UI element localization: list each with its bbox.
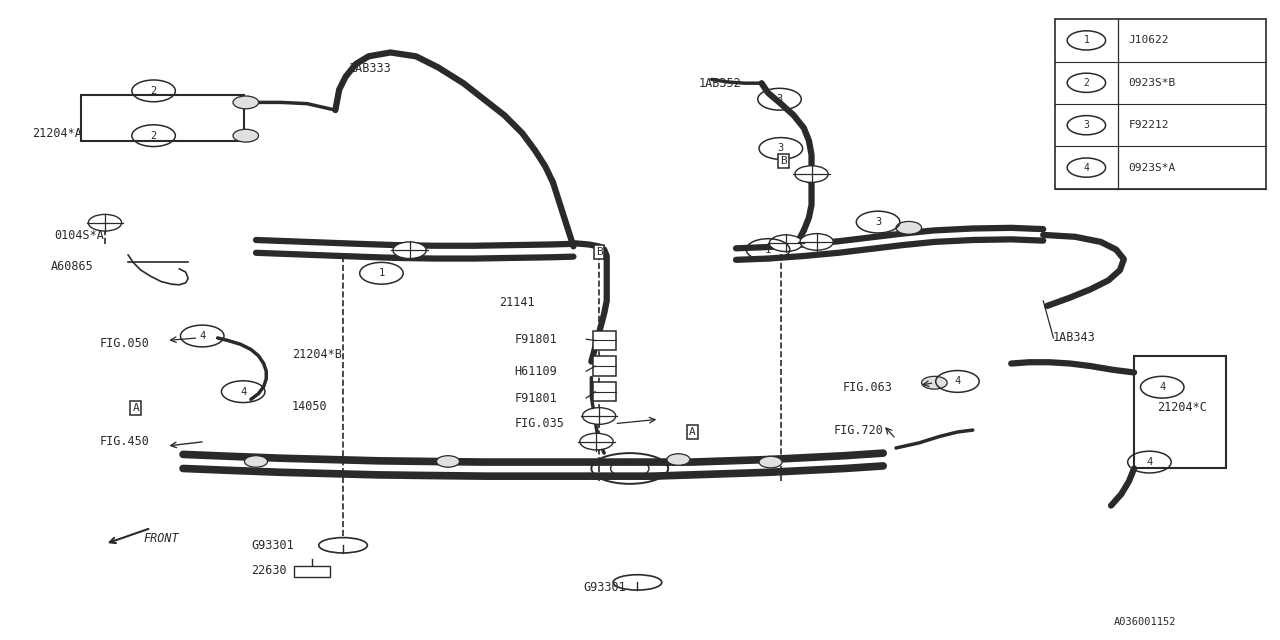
Circle shape — [436, 456, 460, 467]
Bar — [1134, 356, 1226, 468]
Text: F91801: F91801 — [515, 392, 557, 404]
Bar — [593, 356, 616, 376]
Text: A: A — [689, 427, 696, 437]
Text: 3: 3 — [777, 94, 782, 104]
Bar — [593, 382, 616, 401]
Circle shape — [244, 456, 268, 467]
Circle shape — [769, 235, 803, 252]
Circle shape — [233, 129, 259, 142]
Text: 4: 4 — [241, 387, 246, 397]
Text: 1: 1 — [1083, 35, 1089, 45]
Text: G93301: G93301 — [584, 581, 626, 594]
Text: G93301: G93301 — [251, 539, 293, 552]
Circle shape — [582, 408, 616, 424]
Text: FIG.720: FIG.720 — [833, 424, 883, 436]
Text: A60865: A60865 — [51, 260, 93, 273]
Bar — [1055, 19, 1266, 189]
Text: H61109: H61109 — [515, 365, 557, 378]
Text: FIG.450: FIG.450 — [100, 435, 150, 448]
Text: F91801: F91801 — [515, 333, 557, 346]
Text: B: B — [780, 156, 787, 166]
Text: 4: 4 — [955, 376, 960, 387]
Text: 14050: 14050 — [292, 400, 328, 413]
Bar — [294, 566, 330, 577]
Text: 21204*B: 21204*B — [292, 348, 342, 361]
Text: 1: 1 — [765, 244, 771, 255]
Text: 21204*C: 21204*C — [1157, 401, 1207, 413]
Text: 21204*A: 21204*A — [32, 127, 82, 140]
Text: 1AB333: 1AB333 — [348, 62, 390, 75]
Text: 2: 2 — [151, 86, 156, 96]
Text: 1AB352: 1AB352 — [699, 77, 741, 90]
Circle shape — [759, 456, 782, 468]
Circle shape — [667, 454, 690, 465]
Text: FIG.050: FIG.050 — [100, 337, 150, 349]
Text: B: B — [595, 246, 603, 257]
Circle shape — [896, 221, 922, 234]
Circle shape — [88, 214, 122, 231]
Text: 4: 4 — [200, 331, 205, 341]
Circle shape — [922, 376, 947, 389]
Text: 3: 3 — [1083, 120, 1089, 130]
Text: F92212: F92212 — [1129, 120, 1169, 130]
Text: 1: 1 — [379, 268, 384, 278]
Text: J10622: J10622 — [1129, 35, 1169, 45]
Text: FIG.035: FIG.035 — [515, 417, 564, 430]
Text: 2: 2 — [1083, 78, 1089, 88]
Text: 4: 4 — [1147, 457, 1152, 467]
Text: 4: 4 — [1160, 382, 1165, 392]
Text: 22630: 22630 — [251, 564, 287, 577]
Text: A: A — [132, 403, 140, 413]
Circle shape — [795, 166, 828, 182]
Text: 2: 2 — [151, 131, 156, 141]
Text: 3: 3 — [778, 143, 783, 154]
Text: A036001152: A036001152 — [1114, 617, 1176, 627]
Bar — [593, 331, 616, 350]
Text: 4: 4 — [1083, 163, 1089, 173]
Text: 0923S*B: 0923S*B — [1129, 78, 1175, 88]
Bar — [81, 95, 244, 141]
Circle shape — [393, 242, 426, 259]
Text: 1AB343: 1AB343 — [1052, 332, 1094, 344]
Text: 3: 3 — [876, 217, 881, 227]
Text: FRONT: FRONT — [143, 532, 179, 545]
Circle shape — [580, 433, 613, 450]
Circle shape — [800, 234, 833, 250]
Text: 0104S*A: 0104S*A — [54, 229, 104, 242]
Text: 21141: 21141 — [499, 296, 535, 308]
Text: 0923S*A: 0923S*A — [1129, 163, 1175, 173]
Text: FIG.063: FIG.063 — [842, 381, 892, 394]
Circle shape — [233, 96, 259, 109]
